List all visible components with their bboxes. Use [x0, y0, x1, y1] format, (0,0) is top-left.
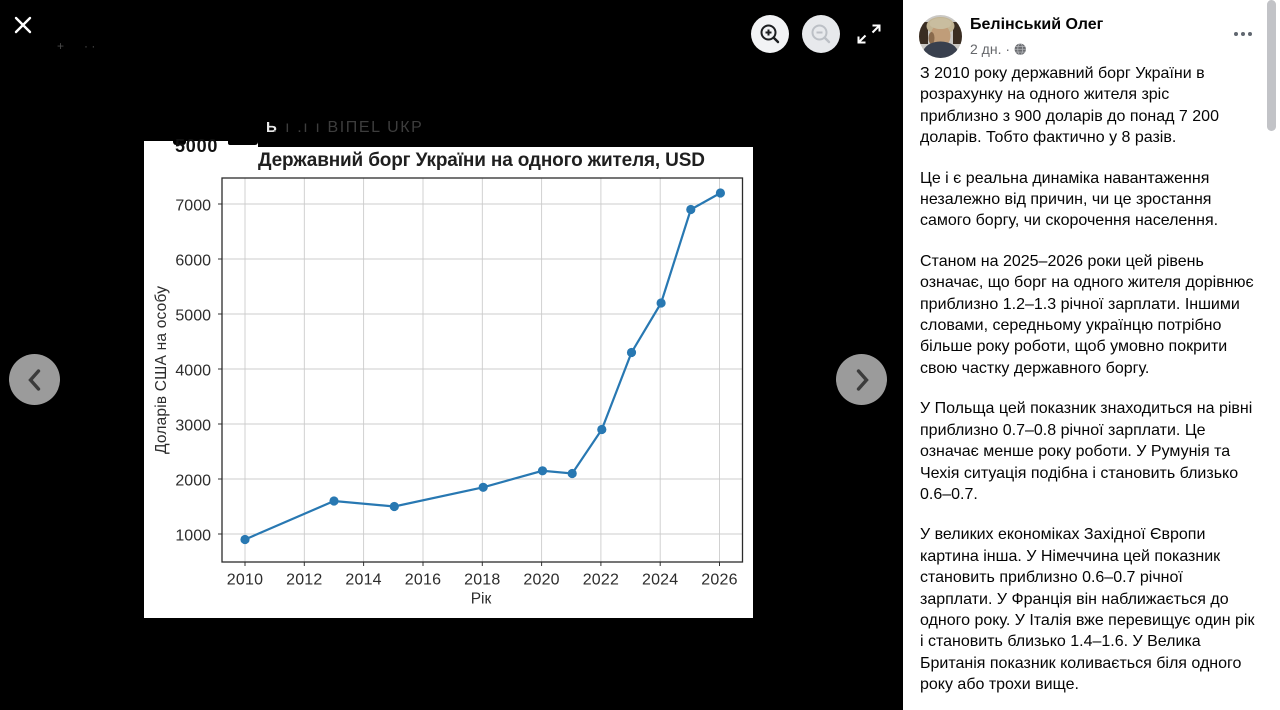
svg-text:2000: 2000: [175, 473, 211, 490]
svg-text:7000: 7000: [175, 198, 211, 215]
svg-text:2012: 2012: [286, 572, 322, 589]
svg-text:6000: 6000: [175, 253, 211, 270]
svg-text:1000: 1000: [175, 528, 211, 545]
svg-text:Рік: Рік: [471, 591, 492, 608]
svg-text:4000: 4000: [175, 363, 211, 380]
svg-text:2010: 2010: [227, 572, 263, 589]
svg-text:Державний борг України на одно: Державний борг України на одного жителя,…: [258, 150, 705, 171]
svg-text:2022: 2022: [583, 572, 619, 589]
svg-text:2026: 2026: [701, 572, 737, 589]
svg-text:2024: 2024: [642, 572, 678, 589]
svg-text:2020: 2020: [523, 572, 559, 589]
svg-text:3000: 3000: [175, 418, 211, 435]
svg-text:Доларів США на особу: Доларів США на особу: [153, 286, 170, 454]
svg-text:2016: 2016: [405, 572, 441, 589]
svg-text:2018: 2018: [464, 572, 500, 589]
svg-text:2014: 2014: [345, 572, 381, 589]
svg-text:5000: 5000: [175, 308, 211, 325]
